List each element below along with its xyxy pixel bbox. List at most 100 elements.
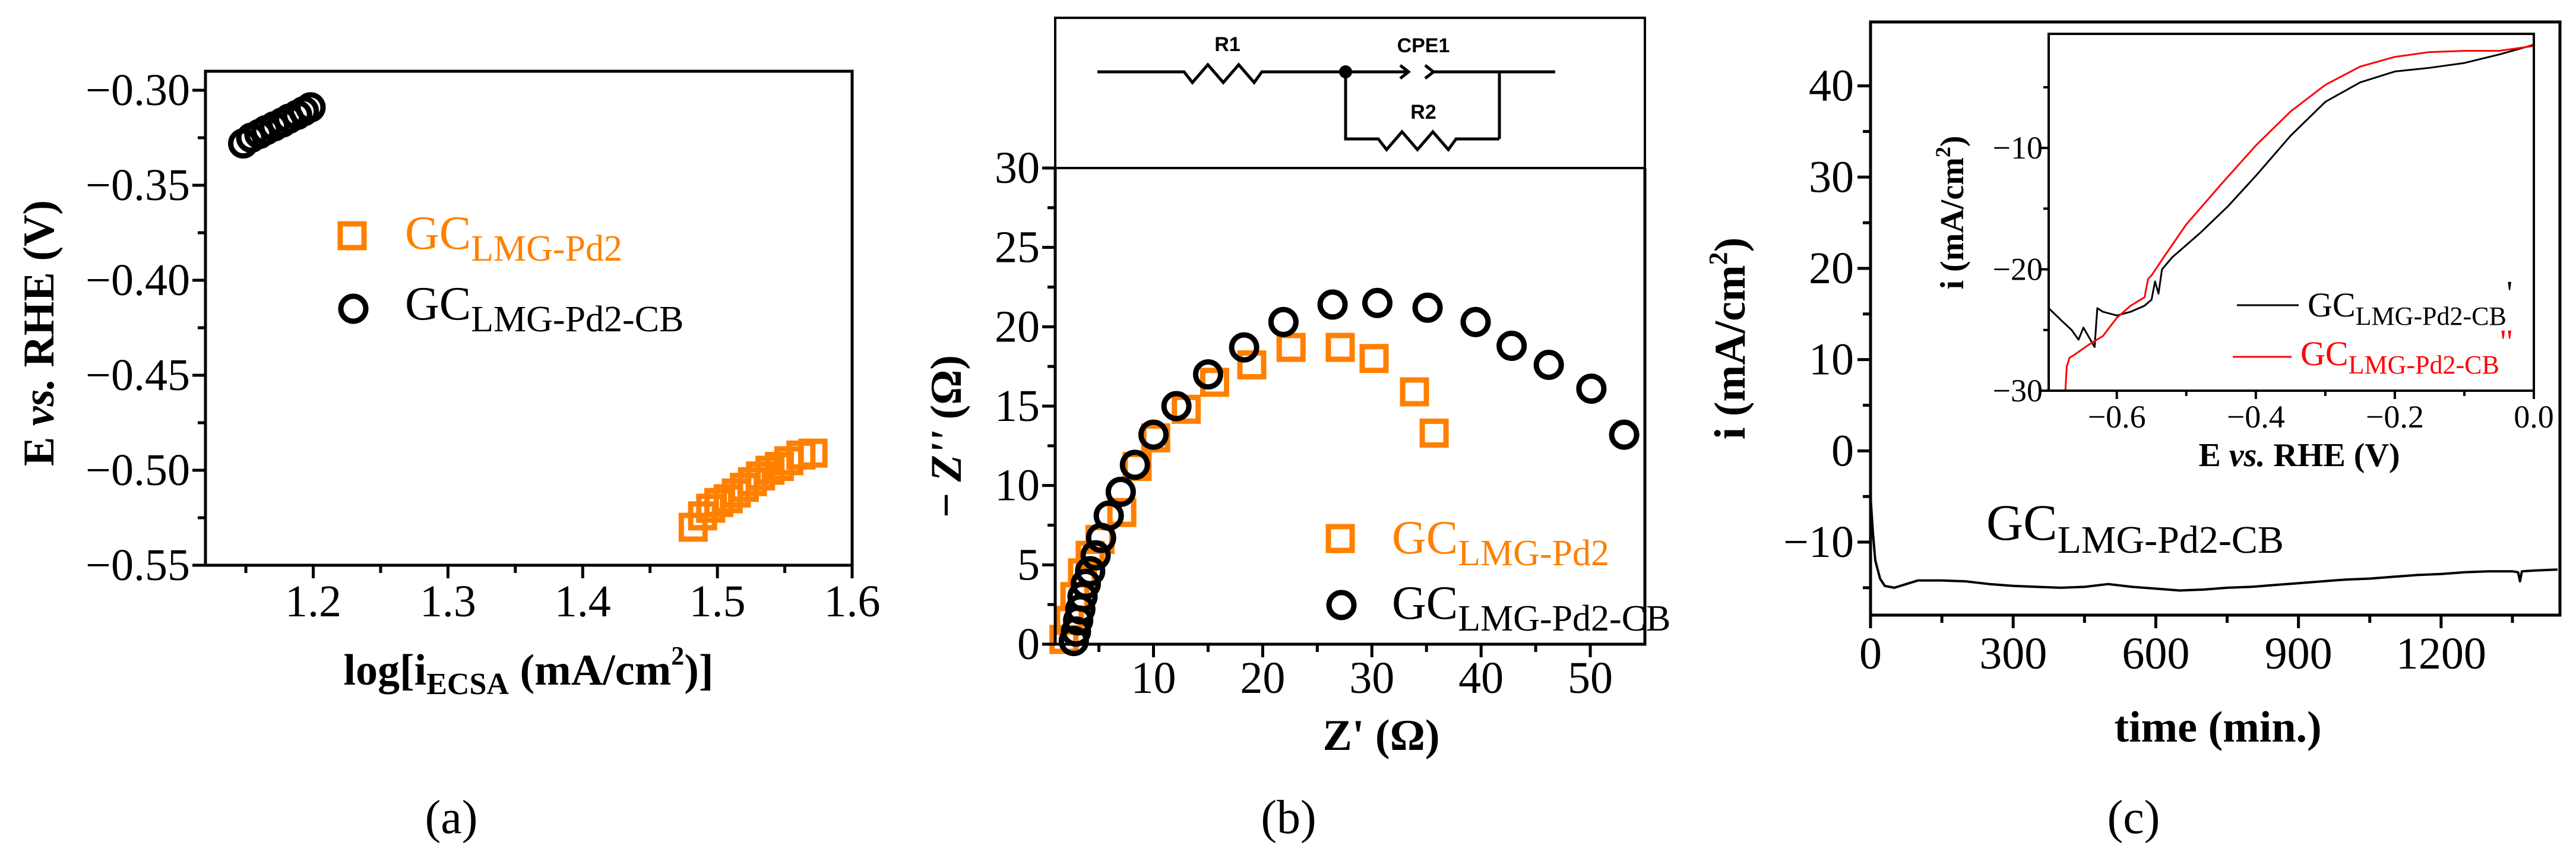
legend-marker-circle xyxy=(338,293,369,324)
series-1 xyxy=(2064,45,2534,391)
y-tick-label: 20 xyxy=(1809,243,1854,293)
data-point-square xyxy=(1419,418,1449,448)
y-axis-label: i (mA/cm2) xyxy=(1704,238,1755,440)
y-tick-label: 10 xyxy=(995,461,1040,511)
y-axis-label: − Z'' (Ω) xyxy=(922,355,971,518)
y-tick-label: −0.45 xyxy=(86,350,190,400)
y-tick-label: 10 xyxy=(1809,335,1854,385)
data-point-circle xyxy=(1460,306,1491,337)
series-1 xyxy=(1058,287,1640,657)
equivalent-circuit: R1 CPE1 R2 xyxy=(1054,17,1646,169)
cpe1-label: CPE1 xyxy=(1397,34,1450,57)
data-point-square xyxy=(1359,344,1389,373)
data-point-circle xyxy=(1105,476,1136,507)
inset-y-axis-label: i (mA/cm2) xyxy=(1931,135,1971,289)
data-point-square xyxy=(1200,368,1229,397)
circuit-node xyxy=(1339,65,1352,78)
data-point-circle xyxy=(1412,292,1443,323)
data-point-circle xyxy=(1138,419,1169,450)
data-point-square xyxy=(1237,350,1267,379)
x-tick-label: 1.4 xyxy=(555,577,611,626)
x-tick-label: 20 xyxy=(1240,653,1285,703)
x-axis-label: log[iECSA (mA/cm2)] xyxy=(343,641,713,701)
data-point-square xyxy=(1400,377,1429,407)
x-tick-label: 300 xyxy=(1979,629,2047,679)
y-tick-label: −0.55 xyxy=(86,540,190,590)
legend-label: GCLMG-Pd2-CB xyxy=(405,278,683,340)
data-point-circle xyxy=(1161,391,1192,422)
x-tick-label: −0.6 xyxy=(2088,399,2146,435)
data-point-square xyxy=(1107,498,1137,527)
plot-area: 0 300 600 900 1200 −10 0 10 20 30 40 xyxy=(1783,20,2562,679)
data-point-circle xyxy=(1317,289,1348,320)
legend: GCLMG-Pd2 GCLMG-Pd2-CB xyxy=(1325,512,1670,639)
panel-label: (a) xyxy=(425,791,478,844)
y-tick-label: −0.30 xyxy=(86,65,190,115)
series-line xyxy=(2049,43,2534,348)
x-tick-label: 1.3 xyxy=(420,577,476,626)
y-tick-label: −10 xyxy=(1783,517,1854,567)
x-tick-label: 900 xyxy=(2265,629,2333,679)
panel-label: (b) xyxy=(1261,791,1316,844)
plot-frame xyxy=(1869,20,2562,617)
plot-area: −0.6 −0.4 −0.2 0.0 −10 −20 −30 xyxy=(1993,33,2554,435)
y-tick-label: 30 xyxy=(1809,152,1854,202)
y-tick-label: 5 xyxy=(1017,540,1040,590)
r2-label: R2 xyxy=(1410,101,1436,124)
y-tick-label: −20 xyxy=(1993,252,2043,287)
data-point-circle xyxy=(1533,349,1564,380)
series-0 xyxy=(1871,496,2558,592)
plot-area: 10 20 30 40 50 0 5 10 15 20 25 30 xyxy=(995,143,1647,703)
data-point-circle xyxy=(1268,306,1299,337)
plot-area: 1.2 1.3 1.4 1.5 1.6 −0.30 −0.35 −0.40 −0.45 −0.50… xyxy=(86,65,880,626)
x-axis-label: Z' (Ω) xyxy=(1323,711,1440,760)
y-tick-label: 15 xyxy=(995,381,1040,431)
data-point-circle xyxy=(1229,332,1259,363)
y-tick-label: 40 xyxy=(1809,61,1854,111)
x-axis-label: time (min.) xyxy=(2114,703,2321,752)
data-point-circle xyxy=(1080,540,1111,571)
y-tick-label: 25 xyxy=(995,223,1040,273)
data-point-circle xyxy=(1075,556,1106,587)
legend-label: GCLMG-Pd2 xyxy=(1392,512,1609,574)
data-point-circle xyxy=(1192,359,1223,390)
x-tick-label: 1.6 xyxy=(824,577,881,626)
x-tick-label: 1.2 xyxy=(285,577,341,626)
series-0 xyxy=(678,438,828,542)
x-tick-label: 50 xyxy=(1568,653,1613,703)
data-point-circle xyxy=(1609,419,1640,450)
x-tick-label: 10 xyxy=(1131,653,1176,703)
y-tick-label: 20 xyxy=(995,302,1040,352)
series-line xyxy=(1871,496,2558,592)
legend-marker-square xyxy=(1325,524,1355,553)
x-tick-label: 600 xyxy=(2122,629,2189,679)
data-point-circle xyxy=(1362,287,1393,318)
y-tick-label: 30 xyxy=(995,143,1040,193)
trace-annotation: GCLMG-Pd2-CB xyxy=(1986,494,2284,562)
x-tick-label: 30 xyxy=(1349,653,1394,703)
y-tick-label: −0.50 xyxy=(86,445,190,495)
data-point-circle xyxy=(1496,330,1527,361)
x-tick-label: −0.4 xyxy=(2227,399,2285,435)
inset-x-axis-label: E vs. RHE (V) xyxy=(2198,437,2400,474)
r1-label: R1 xyxy=(1214,33,1240,56)
legend-label: GCLMG-Pd2-CB" xyxy=(2300,322,2514,379)
legend-label: GCLMG-Pd2 xyxy=(405,207,622,269)
y-tick-label: 0 xyxy=(1017,619,1040,669)
series-line xyxy=(2064,45,2534,391)
data-point-square xyxy=(1325,332,1355,362)
data-point-square xyxy=(798,438,828,468)
panel-a: log[iECSA (mA/cm2)] E vs. RHE (V) GCLMG-… xyxy=(15,65,881,844)
series-0 xyxy=(2049,43,2534,348)
x-tick-label: 40 xyxy=(1458,653,1504,703)
x-tick-label: 1200 xyxy=(2396,629,2486,679)
panel-c: time (min.) i (mA/cm2) E vs. RHE (V) i (… xyxy=(1704,20,2562,844)
y-tick-label: −0.40 xyxy=(86,255,190,305)
x-tick-label: 0 xyxy=(1859,629,1882,679)
legend-label: GCLMG-Pd2-CB' xyxy=(2308,274,2512,331)
legend-marker-square xyxy=(337,221,367,251)
panel-b: R1 CPE1 R2 Z' (Ω) − Z'' (Ω) GCLMG-Pd2 GC… xyxy=(922,17,1670,844)
data-point-circle xyxy=(1093,500,1124,531)
data-point-circle xyxy=(295,92,326,123)
x-tick-label: 0.0 xyxy=(2514,399,2554,435)
